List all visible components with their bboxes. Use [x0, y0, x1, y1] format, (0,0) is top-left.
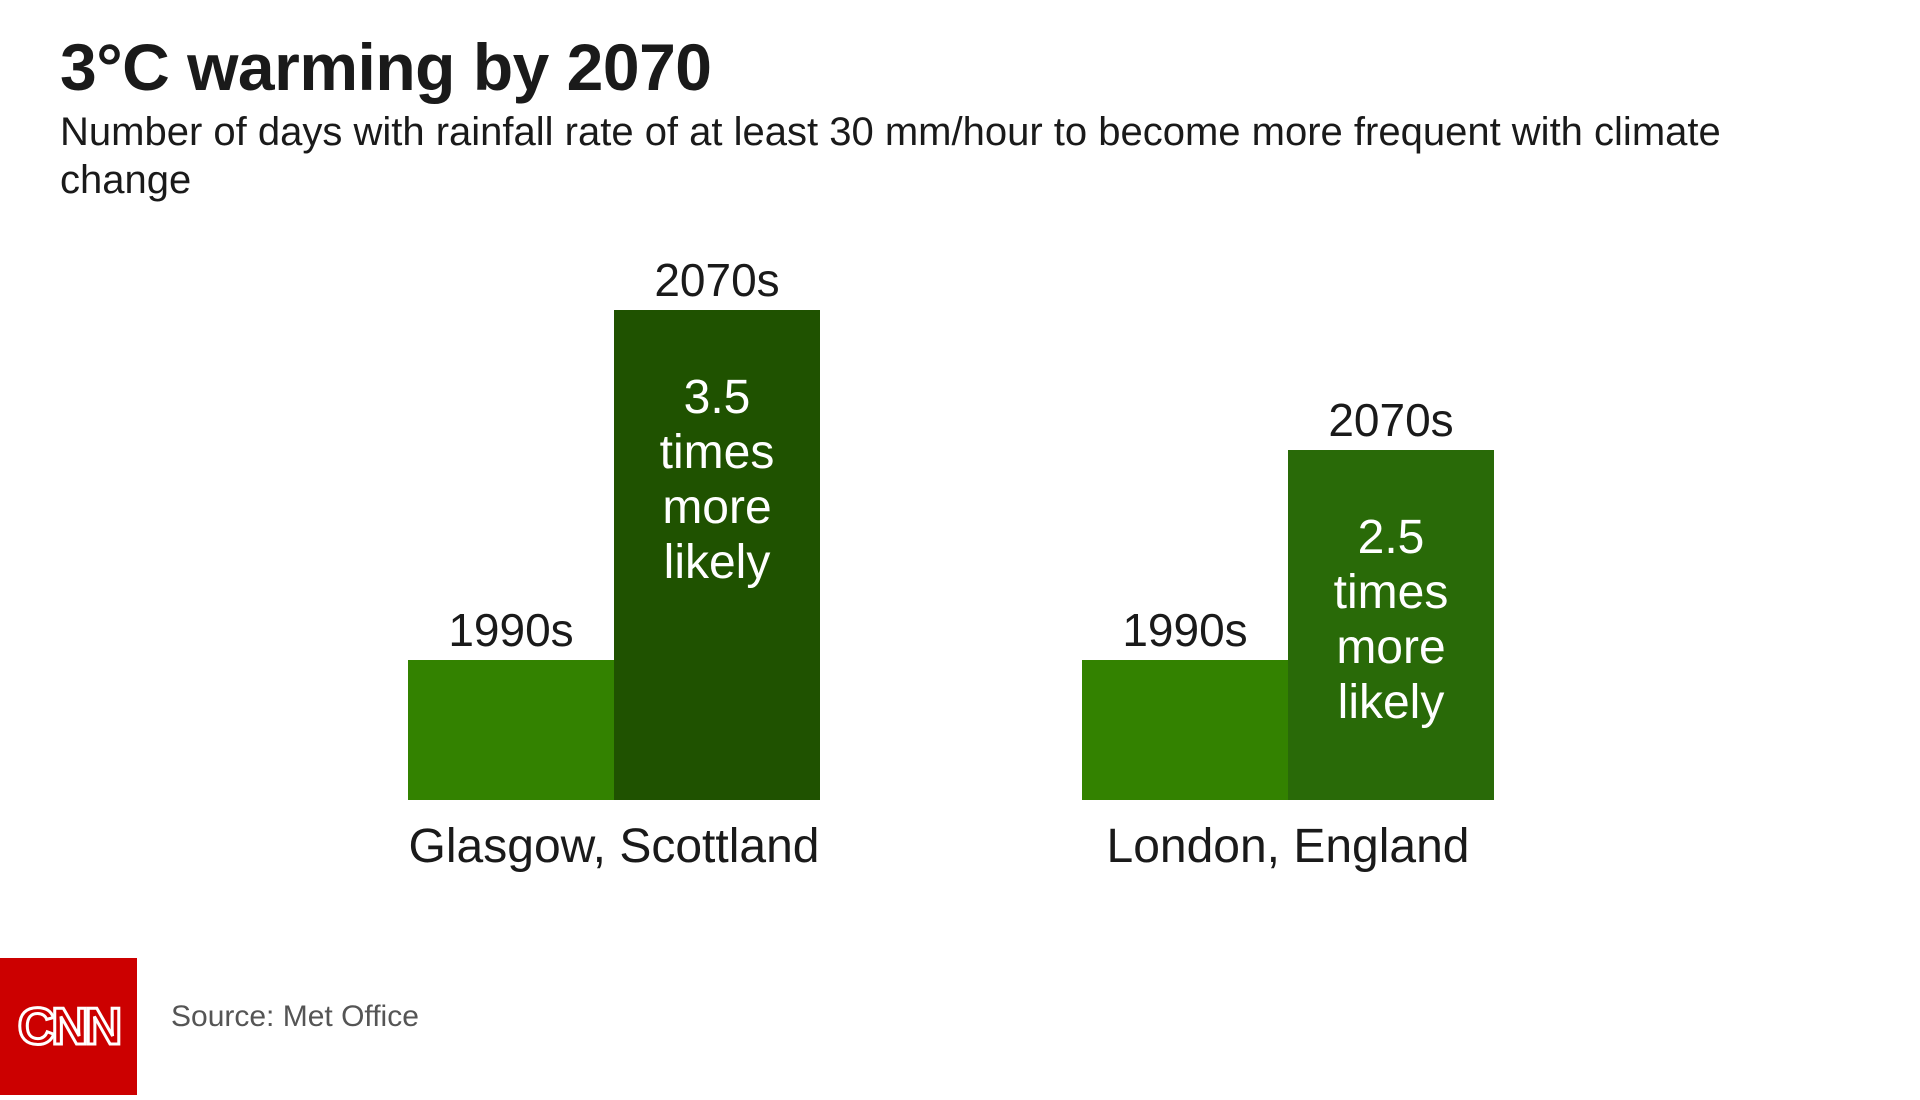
bar-label-2070s: 2070s — [1328, 394, 1453, 446]
bar-label-1990s: 1990s — [1122, 604, 1247, 656]
cnn-logo-text: CNN — [18, 998, 120, 1056]
chart-title: 3°C warming by 2070 — [60, 30, 712, 104]
bar-annotation-line: 2.5 — [1358, 511, 1425, 564]
bar-label-1990s: 1990s — [448, 604, 573, 656]
bar-label-2070s: 2070s — [654, 254, 779, 306]
bar-2070s-glasgow — [614, 310, 820, 800]
chart-subtitle: Number of days with rainfall rate of at … — [60, 110, 1721, 202]
bar-2070s-london — [1288, 450, 1494, 800]
bar-annotation-line: more — [662, 481, 771, 534]
bar-annotation-line: more — [1336, 621, 1445, 674]
bar-1990s-glasgow — [408, 660, 614, 800]
bar-annotation-line: times — [660, 426, 775, 479]
category-label: Glasgow, Scottland — [409, 820, 820, 873]
cnn-logo: CNN — [0, 958, 137, 1095]
bar-annotation-line: likely — [1338, 676, 1445, 729]
bar-annotation-line: times — [1334, 566, 1449, 619]
bar-1990s-london — [1082, 660, 1288, 800]
category-label: London, England — [1107, 820, 1470, 873]
bar-annotation-line: likely — [664, 536, 771, 589]
source-note: Source: Met Office — [171, 1000, 419, 1033]
bar-annotation-line: 3.5 — [684, 371, 751, 424]
